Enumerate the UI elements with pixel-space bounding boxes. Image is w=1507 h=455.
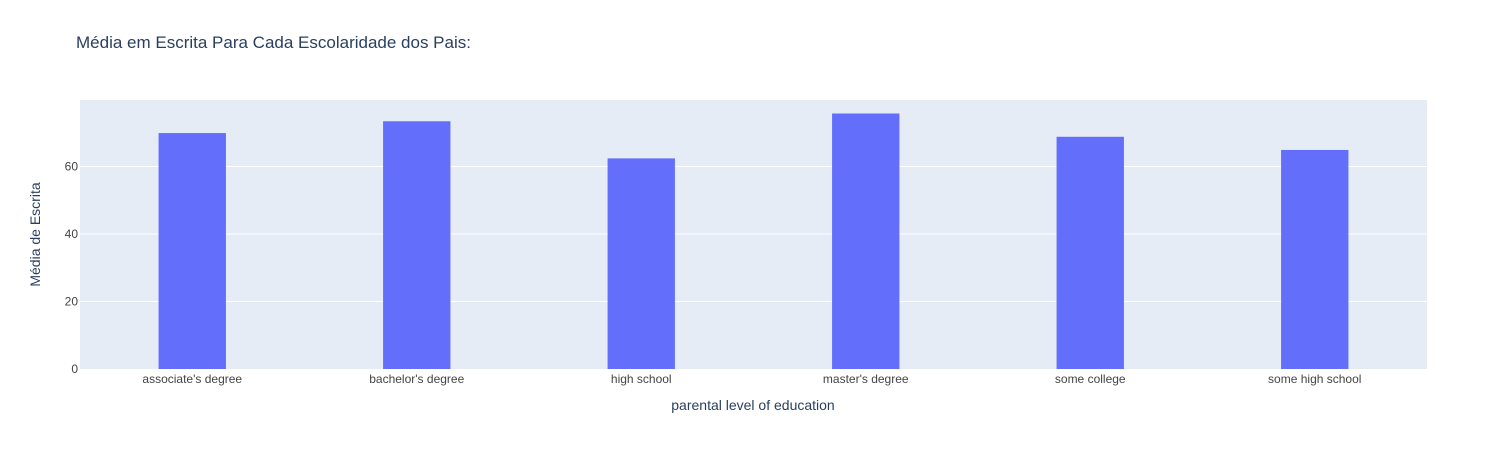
y-tick-label: 60	[65, 159, 79, 173]
y-tick-label: 20	[65, 294, 79, 308]
x-tick-label: some high school	[1268, 372, 1361, 386]
bar[interactable]	[607, 158, 675, 369]
chart-title: Média em Escrita Para Cada Escolaridade …	[76, 33, 471, 52]
bar[interactable]	[158, 133, 226, 369]
x-tick-labels: associate's degree bachelor's degree high …	[142, 372, 1361, 386]
x-tick-label: bachelor's degree	[369, 372, 464, 386]
bar[interactable]	[383, 121, 451, 369]
bar[interactable]	[1281, 149, 1349, 369]
x-tick-label: high school	[611, 372, 672, 386]
x-tick-label: some college	[1055, 372, 1126, 386]
grid-lines	[80, 165, 1427, 302]
x-tick-label: associate's degree	[142, 372, 242, 386]
y-tick-label: 40	[65, 227, 79, 241]
bar[interactable]	[1056, 136, 1124, 369]
bar[interactable]	[832, 113, 900, 369]
y-tick-label: 0	[71, 362, 78, 376]
y-axis-title: Média de Escrita	[27, 182, 43, 286]
plot-area	[80, 100, 1427, 369]
y-tick-labels: 0 20 40 60	[65, 159, 79, 376]
bars	[158, 113, 1349, 369]
x-axis-title: parental level of education	[671, 397, 834, 413]
x-tick-label: master's degree	[823, 372, 909, 386]
